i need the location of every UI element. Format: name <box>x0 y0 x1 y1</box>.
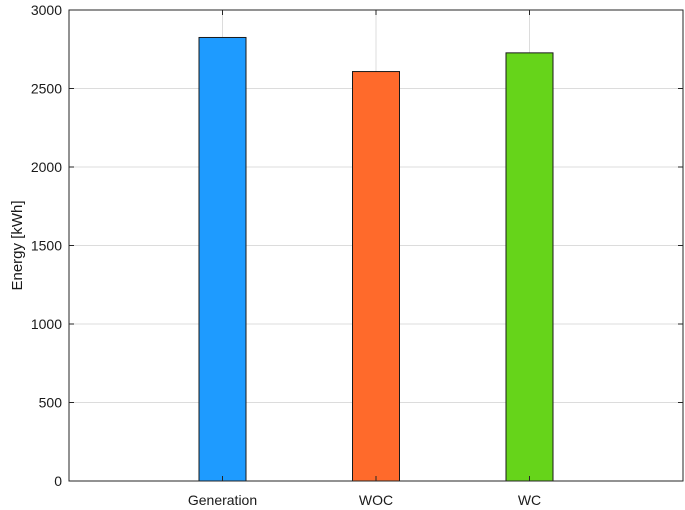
bar-wc <box>505 52 554 482</box>
y-tick-label: 1500 <box>31 238 62 254</box>
bar-woc <box>352 71 400 482</box>
bar-generation <box>198 36 247 482</box>
y-tick-label: 2500 <box>31 81 62 97</box>
y-tick-label: 1000 <box>31 316 62 332</box>
bars <box>198 36 554 482</box>
y-tick-label: 2000 <box>31 159 62 175</box>
x-tick-label: WOC <box>359 492 393 508</box>
y-axis-label: Energy [kWh] <box>9 200 26 290</box>
y-tick-label: 500 <box>39 395 63 411</box>
x-tick-label: WC <box>518 492 541 508</box>
axis-ticks <box>69 9 683 482</box>
y-tick-label: 3000 <box>31 2 62 18</box>
y-tick-label: 0 <box>54 473 62 489</box>
x-tick-label: Generation <box>188 492 257 508</box>
tick-labels: 0 500 1000 1500 2000 2500 3000 Generation WOC WC <box>31 2 541 508</box>
